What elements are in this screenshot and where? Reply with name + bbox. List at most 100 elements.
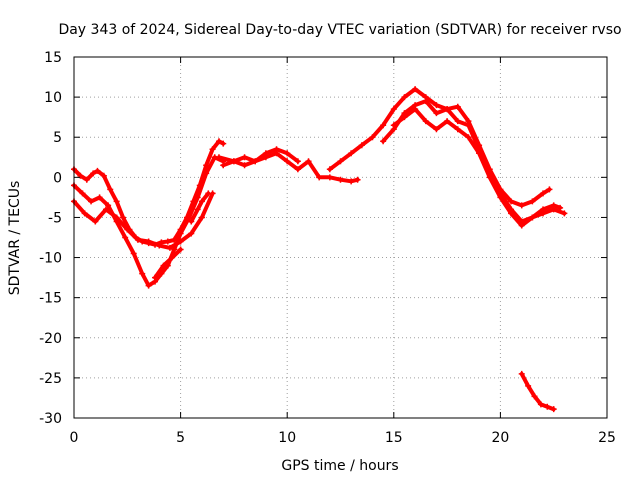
data-point <box>380 122 387 129</box>
y-tick-label: 0 <box>53 170 62 186</box>
data-point <box>252 158 259 165</box>
data-point <box>139 270 146 277</box>
data-point <box>497 194 504 201</box>
data-point <box>294 166 301 173</box>
data-point <box>326 174 333 181</box>
data-point <box>508 198 515 205</box>
data-point <box>124 226 131 233</box>
series-track-2 <box>72 155 226 288</box>
data-point <box>203 170 210 177</box>
data-point <box>454 103 461 110</box>
data-point <box>540 190 547 197</box>
data-point <box>401 94 408 101</box>
data-point <box>205 190 212 197</box>
series-track-5 <box>189 191 211 224</box>
data-point <box>186 214 193 221</box>
x-tick-label: 15 <box>385 430 403 446</box>
data-point <box>412 86 419 93</box>
data-point <box>422 118 429 125</box>
data-point <box>130 250 137 257</box>
data-point <box>525 382 532 389</box>
data-point <box>241 154 248 161</box>
data-point <box>326 166 333 173</box>
data-point <box>102 206 109 213</box>
data-point <box>96 194 103 201</box>
data-point <box>348 150 355 157</box>
data-point <box>537 401 544 408</box>
data-point <box>422 98 429 105</box>
data-point <box>166 244 173 251</box>
data-point <box>508 210 515 217</box>
data-point <box>390 106 397 113</box>
data-point <box>188 230 195 237</box>
data-series <box>71 86 568 413</box>
data-point <box>358 142 365 149</box>
data-point <box>465 134 472 141</box>
y-tick-label: -10 <box>39 251 62 267</box>
data-point <box>230 158 237 165</box>
data-point <box>401 114 408 121</box>
x-tick-label: 20 <box>491 430 509 446</box>
y-tick-label: -5 <box>48 210 62 226</box>
data-point <box>337 158 344 165</box>
data-point <box>90 170 97 177</box>
data-point <box>294 158 301 165</box>
x-tick-label: 0 <box>70 430 79 446</box>
data-point <box>444 106 451 113</box>
data-point <box>94 167 101 174</box>
data-point <box>262 150 269 157</box>
y-tick-label: -15 <box>39 291 62 307</box>
ticks: 0 5 10 15 20 25 -30 -25 -20 -15 -10 -5 0 5 10 15 <box>39 50 616 446</box>
series-track-3 <box>72 191 215 250</box>
chart-title: Day 343 of 2024, Sidereal Day-to-day VTE… <box>58 22 621 38</box>
data-point <box>454 118 461 125</box>
data-point <box>561 210 568 217</box>
y-tick-label: 10 <box>44 90 62 106</box>
y-tick-label: 5 <box>53 130 62 146</box>
data-point <box>83 176 90 183</box>
data-point <box>177 246 184 253</box>
data-point <box>476 150 483 157</box>
y-tick-label: -30 <box>39 411 62 427</box>
data-point <box>145 282 152 289</box>
y-tick-label: -20 <box>39 331 62 347</box>
data-point <box>215 138 222 145</box>
series-track-8 <box>327 87 552 208</box>
series-track-11 <box>519 371 556 412</box>
data-point <box>444 118 451 125</box>
data-point <box>152 274 159 281</box>
plot-frame <box>73 56 608 419</box>
data-point <box>465 122 472 129</box>
data-point <box>518 222 525 229</box>
series-track-10 <box>391 107 567 228</box>
data-point <box>198 198 205 205</box>
data-point <box>544 403 551 410</box>
data-point <box>100 172 107 179</box>
data-point <box>284 150 291 157</box>
data-point <box>518 370 525 377</box>
data-point <box>380 138 387 145</box>
data-point <box>220 162 227 169</box>
data-point <box>486 174 493 181</box>
data-point <box>194 194 201 201</box>
data-point <box>113 198 120 205</box>
data-point <box>531 393 538 400</box>
gridlines <box>74 57 607 418</box>
data-point <box>92 218 99 225</box>
x-tick-label: 10 <box>278 430 296 446</box>
data-point <box>169 254 176 261</box>
data-point <box>316 174 323 181</box>
data-point <box>198 214 205 221</box>
y-axis-label: SDTVAR / TECUs <box>7 181 23 296</box>
data-point <box>209 146 216 153</box>
data-point <box>122 234 129 241</box>
data-point <box>81 210 88 217</box>
x-tick-label: 25 <box>598 430 616 446</box>
data-point <box>433 110 440 117</box>
data-point <box>241 162 248 169</box>
data-point <box>145 238 152 245</box>
data-point <box>164 238 171 245</box>
data-point <box>550 406 557 413</box>
data-point <box>120 214 127 221</box>
